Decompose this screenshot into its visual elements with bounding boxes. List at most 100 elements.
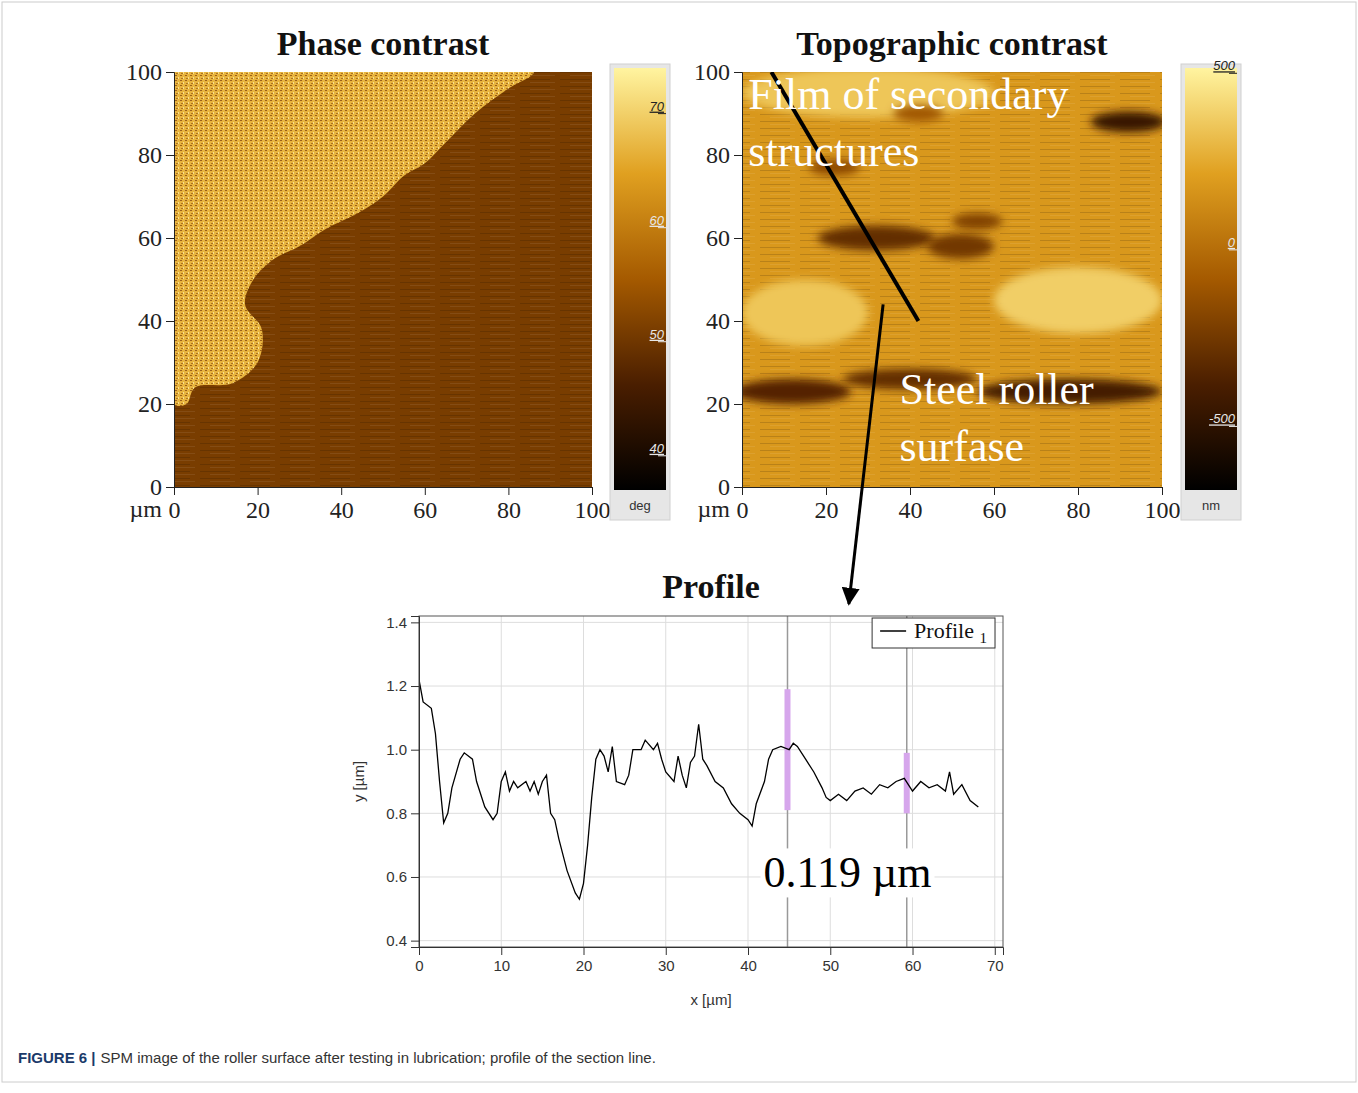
tick: 1.0 — [386, 741, 419, 758]
tick-label: 30 — [658, 957, 675, 974]
axis-line — [420, 948, 1004, 956]
data-line — [419, 680, 978, 900]
axis-line — [734, 73, 743, 488]
annotation-line: surfase — [900, 422, 1025, 471]
tick-label: 0.6 — [386, 868, 407, 885]
tick-mark — [666, 947, 667, 955]
tick: 70 — [987, 947, 1004, 974]
tick-mark — [258, 487, 259, 495]
legend: Profile 1 — [872, 618, 995, 648]
caption-text: SPM image of the roller surface after te… — [101, 1049, 656, 1066]
tick: 40 — [740, 947, 757, 974]
tick: 0 — [415, 947, 423, 974]
tick-mark — [166, 487, 174, 488]
grid-line — [419, 940, 1003, 941]
grid-line — [665, 616, 666, 947]
tick: 60 — [983, 487, 1007, 523]
grid-line — [419, 813, 1003, 814]
tick-mark — [826, 487, 827, 495]
arrow — [849, 304, 883, 604]
axis: 0 20 40 60 80 100 — [737, 487, 1181, 523]
tick-label: 20 — [815, 497, 839, 523]
tick-label: 1.0 — [386, 741, 407, 758]
image-region — [952, 213, 1002, 230]
plot-area — [419, 616, 978, 947]
tick-label: 80 — [706, 142, 730, 168]
tick-label: 60 — [706, 225, 730, 251]
annotation-patch — [761, 848, 935, 897]
colorbar-tick-label: -500 — [1209, 411, 1236, 426]
axis: 0.40.60.81.01.21.4 — [386, 614, 419, 949]
tick-label: 60 — [138, 225, 162, 251]
image-region — [1091, 111, 1162, 132]
tick-mark — [341, 487, 342, 495]
tick: 60 — [905, 947, 922, 974]
colorbar-tick-label: 0 — [1228, 235, 1236, 250]
tick-mark — [584, 947, 585, 955]
colorbar-tick-label: 40 — [650, 441, 665, 456]
image-panel: 020406080100020406080100µmPhase contrast — [126, 25, 611, 523]
tick-mark — [501, 947, 502, 955]
tick: 100 — [1145, 487, 1181, 523]
texture — [174, 72, 534, 406]
tick-mark — [748, 947, 749, 955]
axis-line — [166, 73, 175, 488]
colorbar: 40506070deg — [610, 64, 670, 520]
colorbar-tick-label: 70 — [650, 99, 665, 114]
tick-mark — [734, 404, 742, 405]
tick: 20 — [246, 487, 270, 523]
tick-label: 20 — [576, 957, 593, 974]
tick-mark — [166, 238, 174, 239]
tick-label: 40 — [138, 308, 162, 334]
tick: 0.8 — [386, 805, 419, 822]
image-plot — [742, 72, 1162, 487]
axis: 020406080100 — [694, 59, 743, 500]
tick-label: 40 — [330, 497, 354, 523]
tick-label: 0 — [415, 957, 423, 974]
tick-mark — [411, 941, 419, 942]
tick: 40 — [706, 308, 742, 334]
tick-label: 0 — [169, 497, 181, 523]
tick-label: 50 — [822, 957, 839, 974]
colorbar-gradient — [1185, 68, 1237, 490]
annotation-line: structures — [748, 127, 919, 176]
image-region — [994, 267, 1162, 333]
tick: 100 — [694, 59, 742, 85]
tick-label: 60 — [413, 497, 437, 523]
tick-label: 0.8 — [386, 805, 407, 822]
tick-label: 0 — [737, 497, 749, 523]
tick-mark — [425, 487, 426, 495]
tick-mark — [411, 622, 419, 623]
axis: 010203040506070 — [415, 947, 1003, 974]
tick-mark — [411, 750, 419, 751]
tick: 40 — [138, 308, 174, 334]
plot-background — [419, 616, 1003, 947]
image-panel: 020406080100020406080100µmTopographic co… — [694, 25, 1181, 523]
tick: 80 — [1067, 487, 1091, 523]
tick: 20 — [815, 487, 839, 523]
axis: 020406080100 — [169, 487, 611, 523]
annotation-group: 0.119 µm — [761, 848, 935, 897]
tick-label: 40 — [899, 497, 923, 523]
chart-title: Profile — [662, 568, 760, 605]
legend-box — [872, 618, 995, 648]
figure: 020406080100020406080100µmPhase contrast… — [0, 0, 1358, 1093]
figure-frame — [2, 2, 1356, 1082]
image-plot — [174, 72, 592, 487]
tick-label: 1.2 — [386, 677, 407, 694]
colorbar-tick-label: 500 — [1213, 58, 1235, 73]
tick: 60 — [706, 225, 742, 251]
colorbar-label: nm — [1202, 498, 1220, 513]
grid-line — [748, 616, 749, 947]
tick-mark — [174, 487, 175, 495]
caption: FIGURE 6 |SPM image of the roller surfac… — [18, 1049, 656, 1066]
colorbar-tick-label: 50 — [650, 327, 665, 342]
tick: 0.4 — [386, 932, 419, 949]
line-chart: 0.119 µm0102030405060700.40.60.81.01.21.… — [350, 568, 1004, 1008]
image-background — [742, 72, 1162, 487]
tick-label: 80 — [1067, 497, 1091, 523]
tick-mark — [830, 947, 831, 955]
tick: 50 — [822, 947, 839, 974]
colorbar-gradient — [614, 68, 666, 490]
tick-mark — [913, 947, 914, 955]
